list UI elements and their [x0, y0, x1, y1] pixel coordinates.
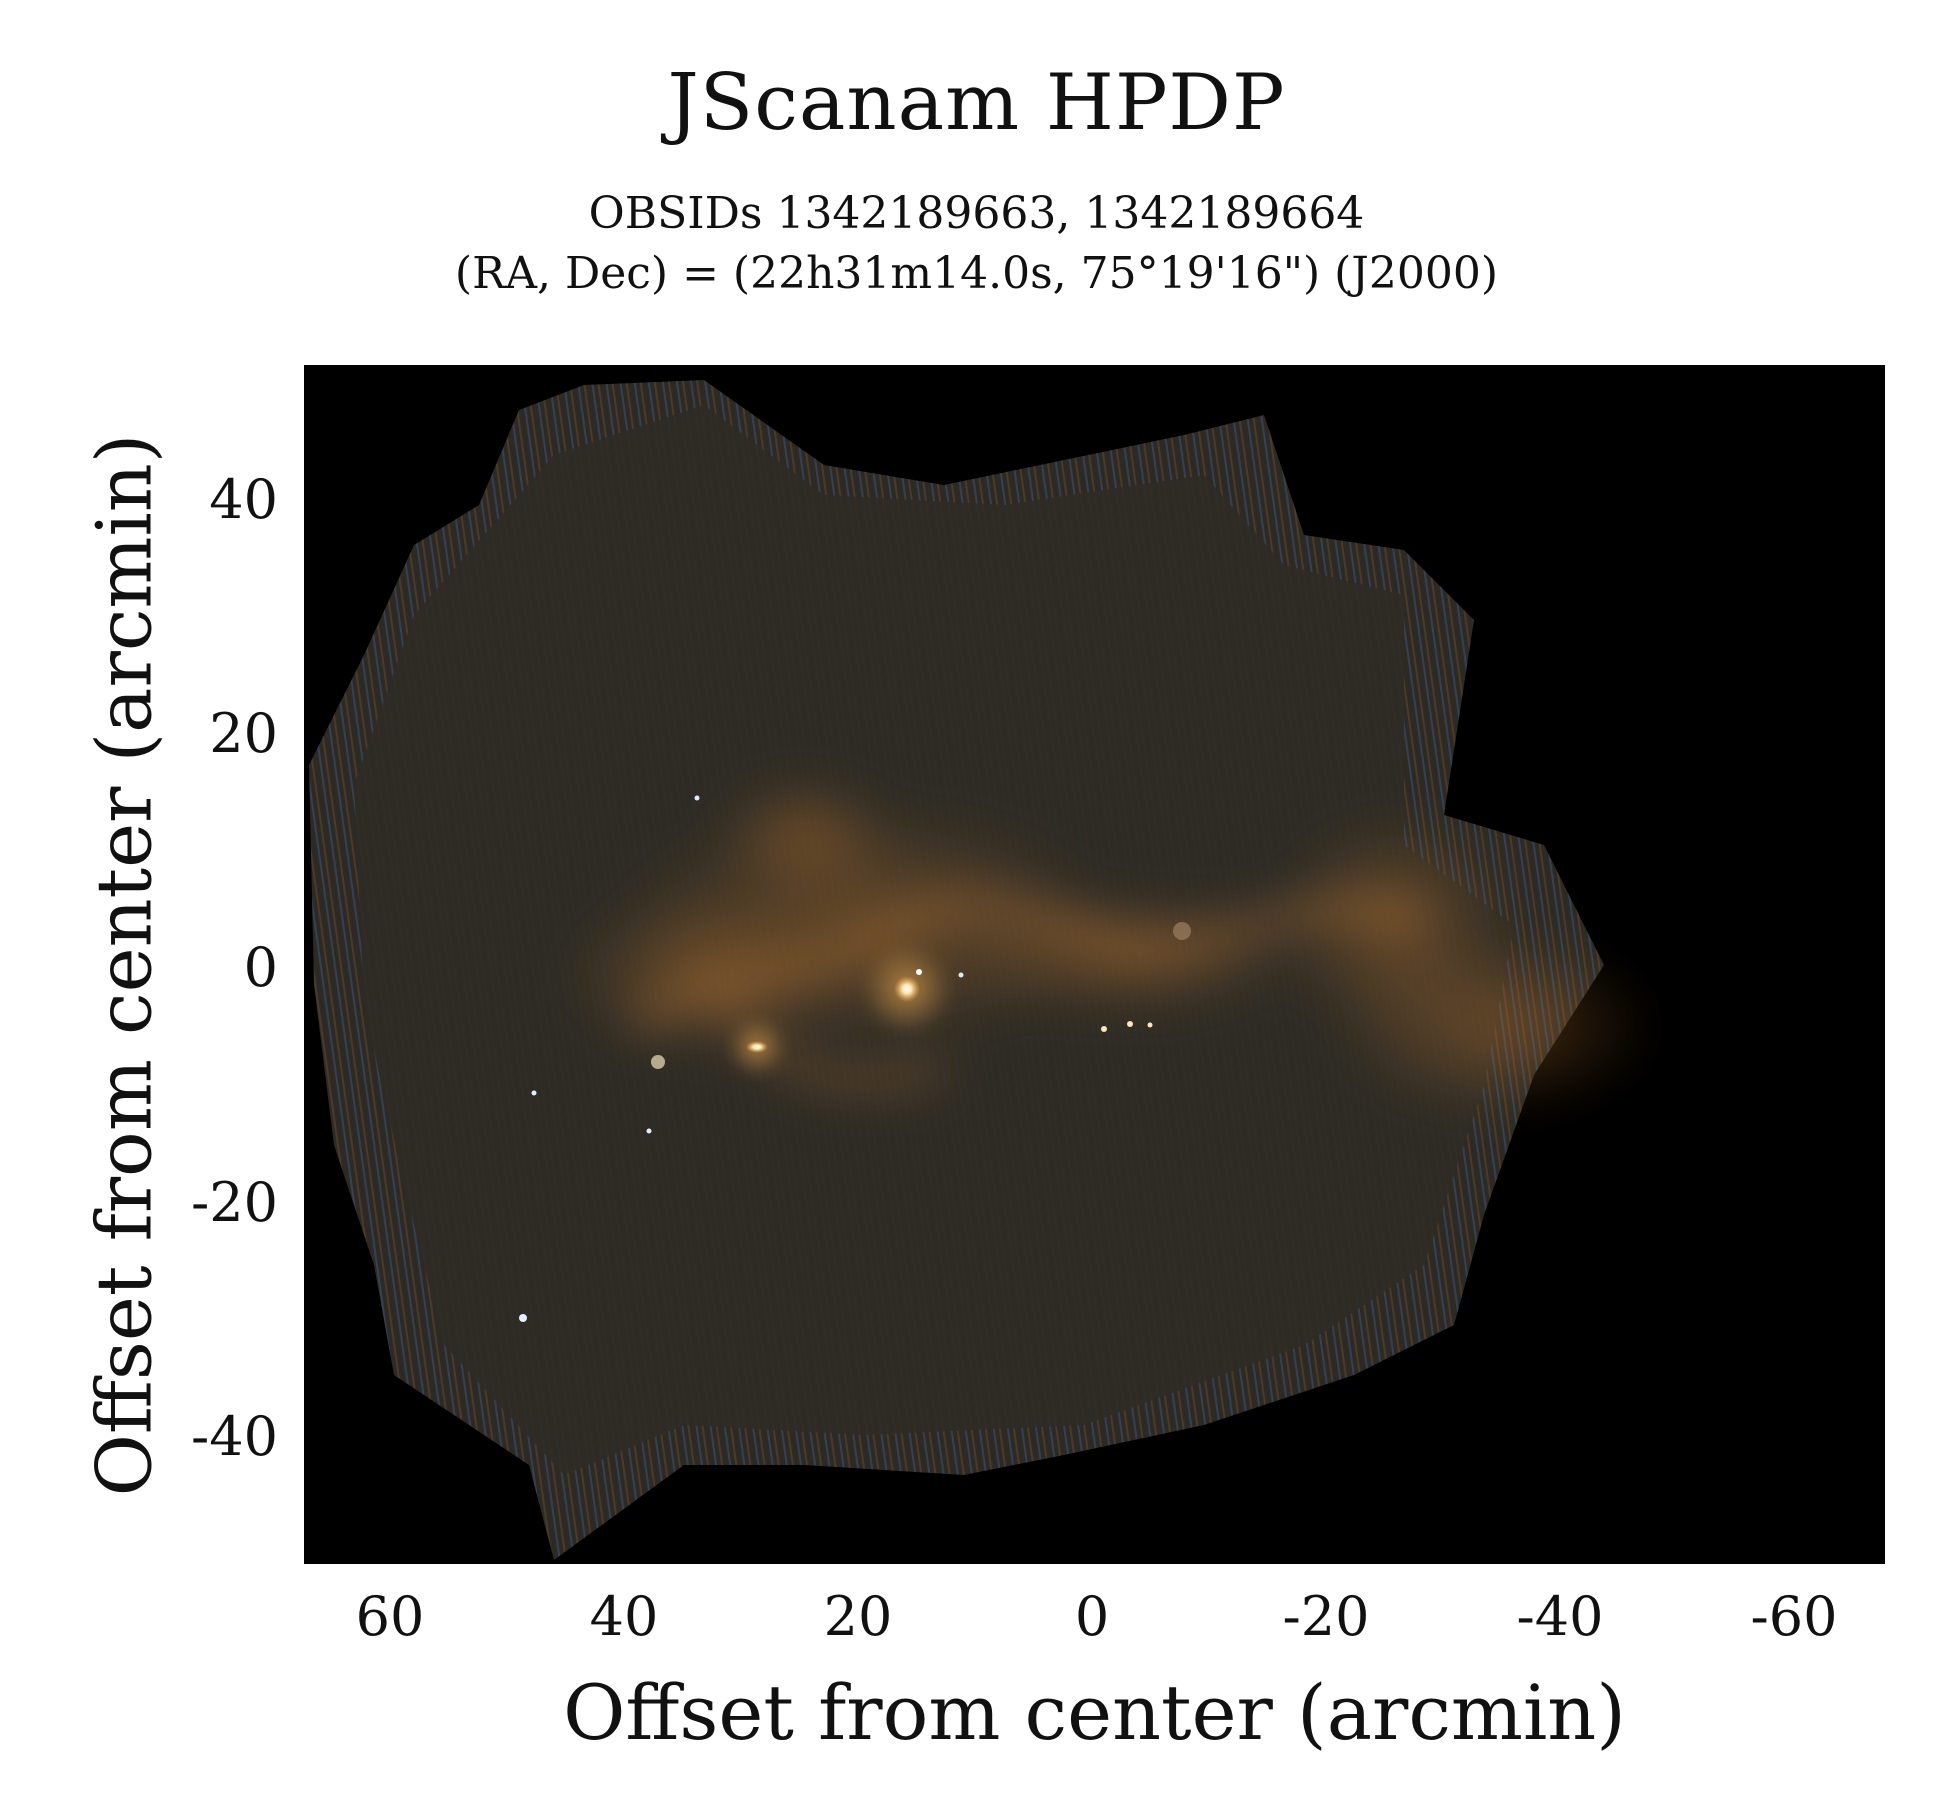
sky-map-image: [304, 365, 1885, 1564]
y-tick-label: 0: [243, 936, 278, 999]
x-tick-label: -20: [1282, 1585, 1370, 1648]
obsid-subtitle: OBSIDs 1342189663, 1342189664: [588, 188, 1365, 239]
y-tick-label: 20: [209, 702, 278, 765]
coordinates-subtitle: (RA, Dec) = (22h31m14.0s, 75°19'16") (J2…: [454, 248, 1499, 299]
x-axis-label: Offset from center (arcmin): [563, 1668, 1626, 1757]
figure-title: JScanam HPDP: [667, 58, 1286, 148]
x-tick-label: 20: [823, 1585, 893, 1648]
x-tick-label: 40: [589, 1585, 659, 1648]
x-tick-label: 0: [1074, 1585, 1110, 1648]
bright-sources: [519, 795, 1191, 1322]
x-tick-label: -60: [1750, 1585, 1838, 1648]
x-tick-label: -40: [1516, 1585, 1604, 1648]
x-tick-label: 60: [355, 1585, 425, 1648]
y-tick-label: -40: [191, 1405, 278, 1468]
y-tick-label: -20: [191, 1171, 278, 1234]
y-axis-label: Offset from center (arcmin): [79, 433, 169, 1497]
y-tick-label: 40: [209, 468, 278, 531]
